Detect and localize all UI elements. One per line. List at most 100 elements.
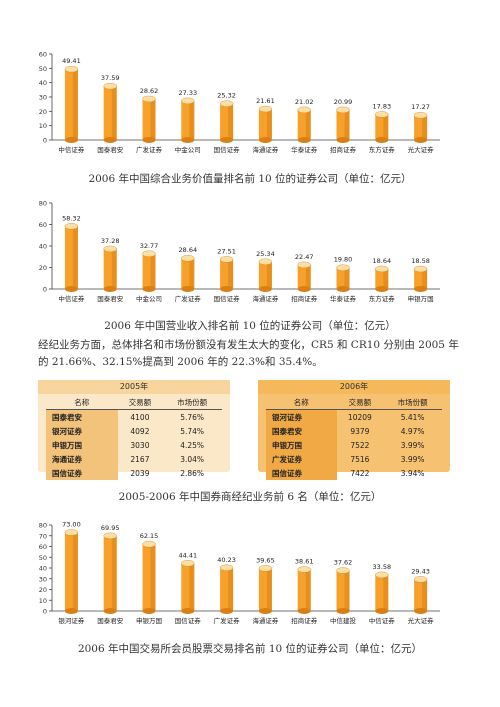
- bar-value-label: 40.23: [217, 556, 236, 564]
- bar-shade: [189, 258, 195, 289]
- category-label: 国信证券: [175, 616, 202, 625]
- bar-base: [142, 286, 156, 292]
- bar: [219, 100, 234, 143]
- cell: 4100: [130, 412, 150, 422]
- bar-top: [258, 258, 273, 265]
- bar-base: [258, 286, 272, 292]
- bar-top: [413, 265, 428, 273]
- category-label: 海通证券: [252, 145, 279, 154]
- category-label: 国泰君安: [97, 294, 124, 303]
- bar-top: [142, 95, 156, 103]
- bar-value-label: 20.99: [334, 98, 353, 106]
- category-label: 国泰君安: [97, 616, 124, 625]
- category-label: 东方证券: [369, 294, 396, 303]
- cell: 广发证券: [266, 452, 337, 466]
- cell: 申银万国: [266, 438, 337, 452]
- bar-value-label: 21.61: [256, 97, 275, 105]
- cell: 2039: [130, 468, 150, 478]
- cell: 申银万国: [46, 438, 118, 452]
- bar-value-label: 21.02: [295, 98, 314, 106]
- category-label: 海通证券: [252, 294, 279, 303]
- chart-3-caption: 2006 年中国交易所会员股票交易排名前 10 位的证券公司（单位：亿元）: [77, 643, 423, 655]
- bar-shade: [422, 269, 428, 289]
- y-tick-label: 40: [39, 243, 47, 251]
- table-row: 广发证券 7516 3.99%: [266, 452, 442, 466]
- bar-chart-3-svg: 0 10 20 30 40 50 60 70 80 73.00 银河证券 69.95 国泰君安 62.15…: [39, 521, 440, 625]
- bar: [258, 565, 273, 614]
- bar-value-label: 29.43: [411, 567, 430, 575]
- cell: 9379: [350, 426, 370, 436]
- bar: [64, 529, 79, 614]
- table-2005: 2005年 名称 交易额 市场份额 国泰君安 4100 5.76% 银河证券 4092…: [38, 380, 230, 480]
- table-row: 银河证券 10209 5.41%: [266, 409, 442, 424]
- bar-value-label: 69.95: [101, 524, 120, 532]
- bar: [103, 245, 117, 292]
- category-label: 国信证券: [214, 294, 241, 303]
- bar: [142, 95, 156, 143]
- bar-value-label: 37.62: [334, 559, 353, 567]
- bar-top: [375, 571, 389, 579]
- bar-top: [375, 111, 389, 118]
- col-header: 交易额: [117, 396, 163, 410]
- table-row: 海通证券 2167 3.04%: [46, 452, 222, 466]
- cell: 银河证券: [266, 409, 337, 424]
- category-label: 中信证券: [369, 616, 396, 625]
- bar-base: [336, 137, 350, 143]
- bar-base: [181, 608, 195, 614]
- cell: 3.94%: [400, 468, 425, 478]
- cell: 3.99%: [400, 440, 425, 450]
- bar: [375, 265, 389, 292]
- category-label: 中信建投: [330, 616, 357, 625]
- category-label: 招商证券: [291, 294, 318, 303]
- bar-shade: [422, 115, 428, 140]
- table-row: 国信证券 2039 2.86%: [46, 466, 222, 480]
- bar: [336, 106, 350, 143]
- bar-top: [297, 261, 311, 269]
- category-label: 广发证券: [175, 294, 202, 303]
- bar-shade: [228, 259, 234, 289]
- bar: [142, 250, 156, 292]
- bar-shade: [111, 86, 117, 140]
- bar: [413, 576, 428, 614]
- bar-top: [181, 255, 195, 262]
- bar: [336, 567, 350, 614]
- category-label: 招商证券: [330, 145, 357, 154]
- bar: [103, 532, 117, 614]
- cell: 7422: [350, 468, 370, 478]
- bar: [375, 111, 389, 143]
- table-row: 国泰君安 9379 4.97%: [266, 424, 442, 438]
- bar-shade: [111, 535, 117, 611]
- bar-top: [336, 567, 350, 574]
- bar-shade: [72, 226, 78, 289]
- bar-value-label: 27.51: [217, 247, 236, 255]
- bar-base: [375, 137, 389, 143]
- bar-value-label: 19.80: [334, 256, 353, 264]
- bar: [258, 105, 273, 143]
- category-label: 中金公司: [175, 145, 201, 154]
- chart-1: 0 10 20 30 40 50 60 49.41 中信证券 37.59 国泰君安 28.62 广发证券…: [30, 48, 450, 160]
- bar-base: [375, 608, 389, 614]
- cell: 3030: [130, 440, 150, 450]
- bar: [413, 265, 428, 292]
- bar-shade: [228, 567, 234, 611]
- cell: 国泰君安: [46, 409, 118, 424]
- col-header: 市场份额: [162, 396, 222, 410]
- table-2006: 2006年 名称 交易额 市场份额 银河证券 10209 5.41% 国泰君安 937…: [258, 380, 450, 480]
- bar-chart-2-svg: 0 20 40 60 80 58.32 中信证券 37.28 国泰君安 32.77 中金公司 28.6…: [39, 200, 440, 303]
- bar-shade: [150, 98, 156, 140]
- bar-value-label: 37.59: [101, 74, 120, 82]
- y-tick-label: 0: [43, 608, 47, 616]
- bar-shade: [383, 574, 389, 611]
- bar-base: [220, 137, 234, 143]
- bar-shade: [344, 109, 350, 140]
- bar-top: [103, 245, 117, 253]
- bar-top: [258, 105, 273, 113]
- y-tick-label: 0: [43, 286, 47, 294]
- bar-top: [64, 529, 79, 536]
- table-row: 申银万国 7522 3.99%: [266, 438, 442, 452]
- cell: 银河证券: [46, 424, 118, 438]
- cell: 5.76%: [180, 412, 205, 422]
- bar-top: [64, 223, 79, 230]
- y-tick-label: 60: [39, 221, 47, 229]
- cell: 海通证券: [46, 452, 118, 466]
